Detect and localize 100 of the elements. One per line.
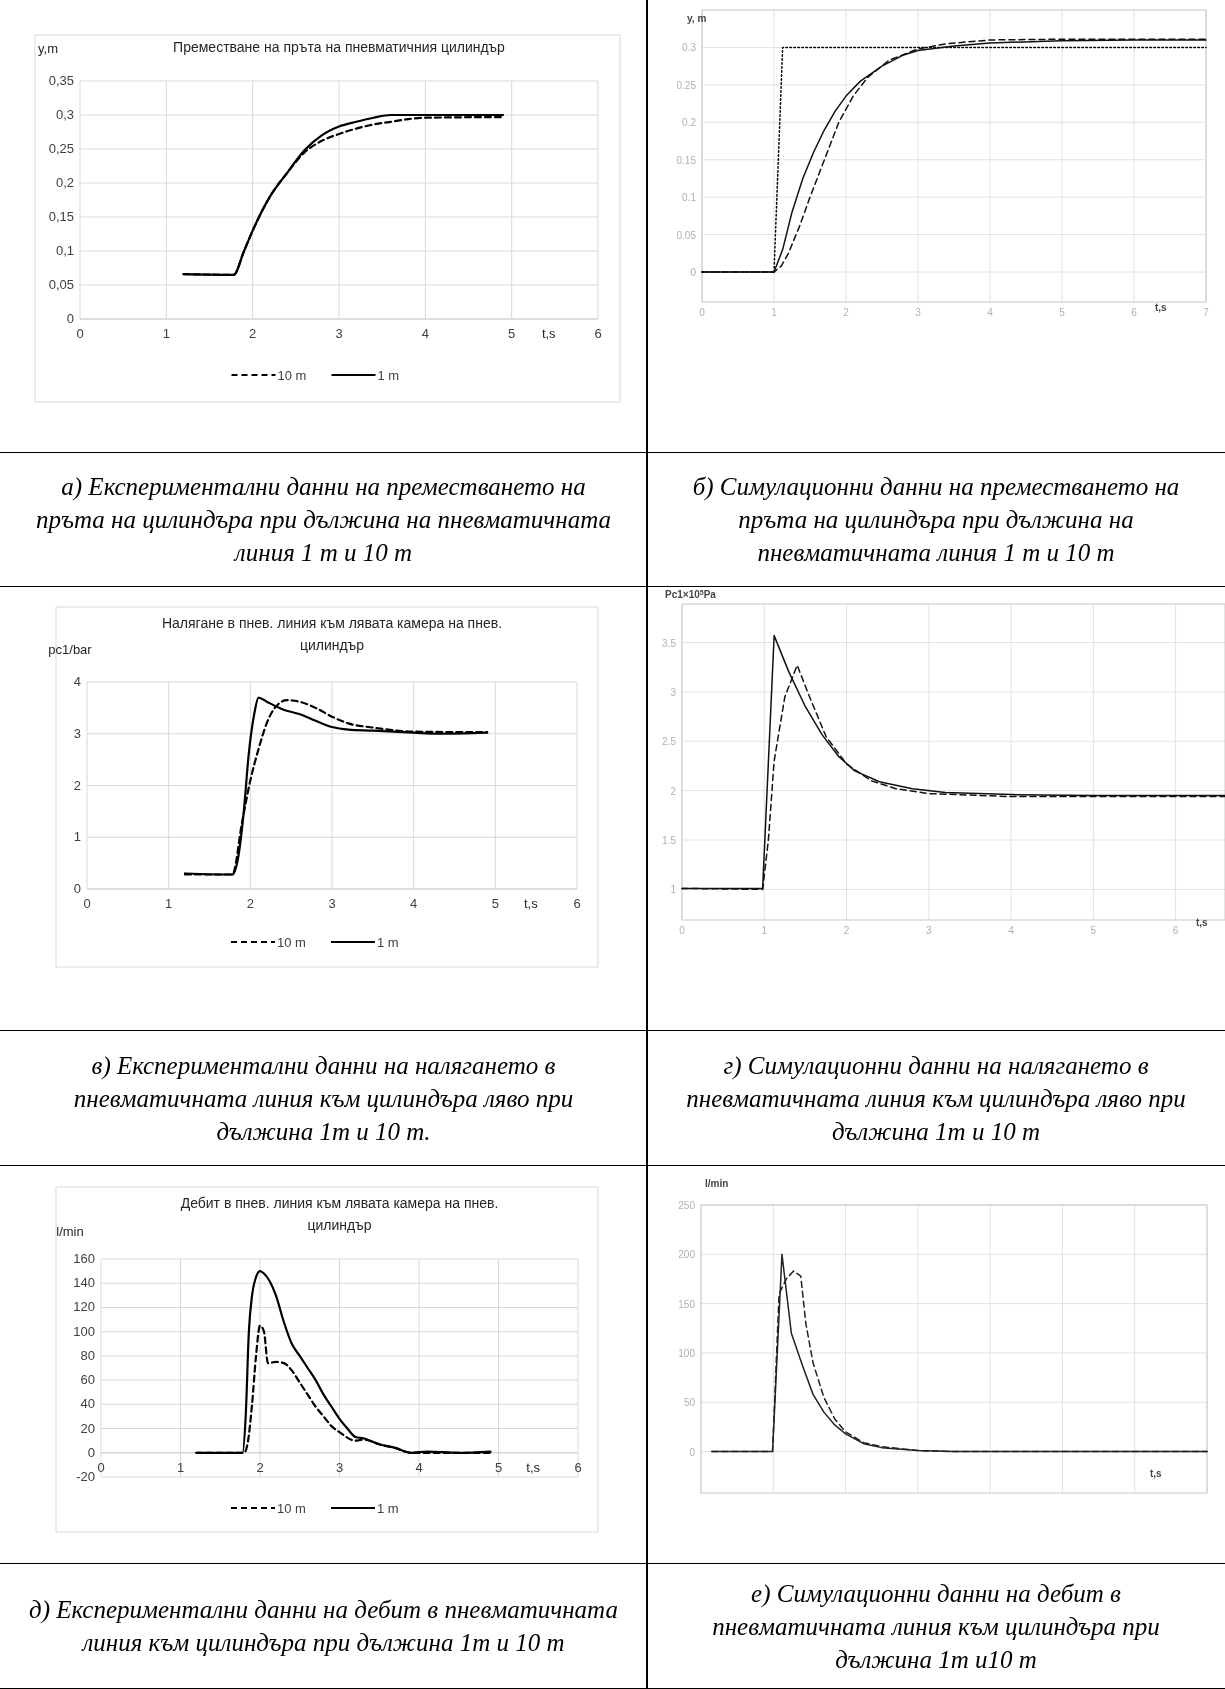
legend-label: 10 m: [277, 1500, 306, 1516]
x-tick-label: 1: [176, 1459, 185, 1475]
y-axis-title: pc1/bar: [48, 642, 93, 657]
y-tick-label: 0.05: [676, 229, 697, 241]
y-tick-label: 160: [73, 1251, 95, 1266]
x-tick-label: 4: [987, 307, 994, 318]
y-tick-label: 3.5: [662, 637, 677, 649]
y-tick-label: 0: [87, 1444, 95, 1460]
x-tick-label: 6: [573, 896, 581, 911]
x-axis-title: t,s: [526, 1459, 541, 1475]
x-tick-label: 1: [165, 896, 173, 911]
y-tick-label: 0: [690, 267, 697, 279]
legend-label: 1 m: [377, 1500, 399, 1516]
legend-label: 1 m: [377, 934, 399, 950]
y-tick-label: 0,05: [48, 277, 74, 292]
y-tick-label: 0,35: [48, 73, 74, 88]
y-tick-label: 0: [73, 881, 81, 896]
text: а) Експериментални данни на преместването на пръта на цилиндъра при дължина на пневматичната линия 1 m и 10 m: [35, 473, 612, 566]
chart-title: Преместване на пръта на пневматичния цилиндър: [173, 39, 506, 55]
x-tick-label: 4: [1008, 925, 1015, 936]
x-tick-label: 1: [761, 925, 768, 936]
x-tick-label: 1: [162, 326, 170, 341]
x-tick-label: 3: [915, 307, 922, 318]
x-axis-title: t,s: [541, 326, 557, 341]
y-tick-label: 120: [73, 1299, 95, 1315]
x-axis-title: t,s: [1150, 1468, 1163, 1479]
y-tick-label: 60: [80, 1372, 95, 1388]
x-tick-label: 4: [421, 326, 429, 341]
y-tick-label: 1.5: [662, 835, 677, 847]
chart-title: Дебит в пнев. линия към лявата камера на пнев. цилиндър: [180, 1195, 499, 1233]
y-tick-label: 100: [73, 1323, 95, 1339]
y-tick-label: 100: [678, 1347, 696, 1359]
y-tick-label: 200: [678, 1249, 696, 1261]
x-tick-label: 4: [415, 1459, 423, 1475]
x-tick-label: 3: [335, 326, 343, 341]
y-tick-label: 250: [678, 1200, 696, 1211]
x-tick-label: 2: [843, 925, 850, 936]
text: б) Симулационни данни на преместването на пръта на цилиндъра при дължина на пневматичната линия 1 m и 10 m: [692, 473, 1180, 566]
y-axis-title: l/min: [705, 1178, 729, 1189]
x-tick-label: 7: [1203, 307, 1210, 318]
y-tick-label: 150: [678, 1298, 696, 1310]
x-tick-label: 6: [574, 1459, 582, 1475]
legend-label: 1 m: [377, 367, 400, 383]
x-tick-label: 4: [410, 896, 418, 911]
y-axis-title: y, m: [687, 13, 707, 24]
x-tick-label: 0: [97, 1459, 105, 1475]
x-tick-label: 5: [1059, 307, 1066, 318]
x-tick-label: 0: [699, 307, 706, 318]
text: е) Симулационни данни на дебит в пневматичната линия към цилиндъра при дължина 1m и10 m: [712, 1579, 1160, 1673]
x-tick-label: 1: [771, 307, 778, 318]
x-tick-label: 5: [1090, 925, 1097, 936]
y-tick-label: 0,2: [55, 175, 74, 190]
y-tick-label: 50: [683, 1397, 696, 1409]
y-axis-title: l/min: [56, 1224, 84, 1239]
x-tick-label: 3: [328, 896, 336, 911]
y-tick-label: 20: [80, 1420, 95, 1436]
x-axis-title: t,s: [523, 896, 539, 911]
y-tick-label: 2.5: [662, 736, 677, 748]
legend-label: 10 m: [277, 367, 307, 383]
x-tick-label: 5: [494, 1459, 503, 1475]
y-axis-title: y,m: [38, 41, 58, 56]
y-tick-label: 2: [73, 777, 81, 793]
x-tick-label: 3: [926, 925, 933, 936]
y-tick-label: 0,3: [55, 107, 74, 122]
text: д) Експериментални данни на дебит в пневматичната линия към цилиндъра при дължина 1m и 10 m: [29, 1596, 618, 1656]
y-tick-label: 0,25: [48, 141, 74, 156]
y-tick-label: 80: [80, 1347, 95, 1363]
y-axis-title: Pc1×10$^{5}$Pa: [665, 588, 717, 600]
x-tick-label: 2: [843, 307, 850, 318]
y-tick-label: 3: [73, 725, 81, 741]
x-tick-label: 2: [249, 326, 257, 341]
y-tick-label: 0.3: [682, 42, 697, 54]
text: г) Симулационни данни на налягането в пневматичната линия към цилиндъра ляво при дължина 1m и 10 m: [686, 1051, 1186, 1145]
x-tick-label: 6: [594, 326, 602, 341]
x-tick-label: 6: [1172, 925, 1179, 936]
text: в) Експериментални данни на налягането в пневматичната линия към цилиндъра ляво при дължина 1m и 10 m.: [73, 1051, 574, 1145]
y-tick-label: 1: [670, 884, 677, 896]
y-tick-label: 0.25: [676, 79, 697, 91]
y-tick-label: 0,15: [48, 209, 74, 224]
y-tick-label: 0,1: [55, 243, 74, 258]
y-tick-label: 2: [670, 785, 677, 797]
y-tick-label: 3: [670, 686, 677, 698]
x-tick-label: 2: [256, 1459, 264, 1475]
y-tick-label: 1: [73, 829, 81, 845]
y-tick-label: 140: [73, 1275, 95, 1291]
x-tick-label: 5: [508, 326, 516, 341]
x-tick-label: 2: [246, 896, 254, 911]
legend-label: 10 m: [277, 934, 306, 950]
y-tick-label: 0.2: [682, 117, 697, 129]
y-tick-label: 40: [80, 1396, 95, 1412]
x-tick-label: 5: [491, 896, 499, 911]
y-tick-label: -20: [76, 1469, 95, 1484]
x-axis-title: t,s: [1155, 302, 1168, 313]
y-tick-label: 0.1: [682, 192, 697, 204]
y-tick-label: 0: [689, 1446, 696, 1458]
y-tick-label: 4: [73, 674, 81, 689]
y-tick-label: 0.15: [676, 154, 697, 166]
x-tick-label: 3: [335, 1459, 344, 1475]
x-tick-label: 6: [1131, 307, 1138, 318]
chart-title: Налягане в пнев. линия към лявата камера на пнев. цилиндър: [161, 615, 503, 653]
